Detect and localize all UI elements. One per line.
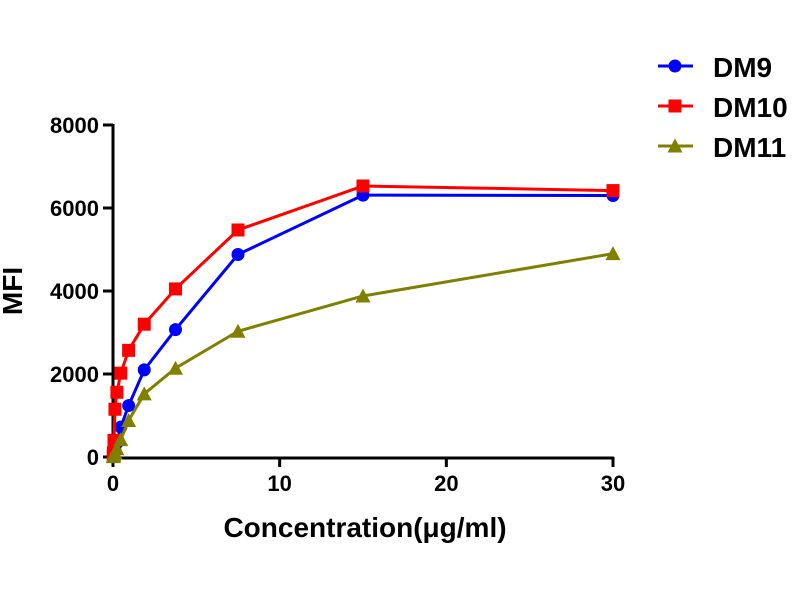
data-point (114, 366, 128, 380)
data-point (121, 412, 137, 427)
y-tick-label: 6000 (50, 196, 99, 221)
axes: 0 10 20 30 0 2000 4000 6000 8000 (50, 113, 625, 496)
data-point (122, 399, 136, 413)
series-line (111, 252, 614, 458)
x-tick-label: 10 (267, 471, 291, 496)
legend: DM9 DM10 DM11 (658, 52, 788, 163)
legend-marker-icon (667, 138, 683, 153)
data-point (168, 360, 183, 375)
y-tick-label: 0 (87, 445, 99, 470)
legend-label: DM9 (713, 52, 772, 83)
series-dm11 (105, 246, 621, 464)
series-line (111, 193, 614, 457)
data-point (137, 317, 151, 331)
legend-entry-dm10: DM10 (658, 92, 788, 123)
x-axis-label: Concentration(μg/ml) (223, 512, 506, 543)
x-tick-label: 20 (434, 471, 458, 496)
data-point (110, 385, 124, 399)
data-point (231, 247, 245, 261)
y-tick-label: 8000 (50, 113, 99, 138)
legend-entry-dm11: DM11 (658, 132, 786, 163)
data-point (169, 323, 182, 337)
x-tick-label: 30 (601, 471, 625, 496)
legend-marker-icon (668, 99, 682, 113)
data-point (169, 282, 182, 296)
series-group (105, 179, 621, 464)
data-point (230, 323, 246, 338)
legend-marker-icon (668, 59, 682, 73)
data-point (137, 363, 151, 377)
legend-label: DM10 (713, 92, 788, 123)
data-point (109, 441, 125, 456)
y-tick-label: 4000 (50, 279, 99, 304)
series-dm9 (106, 188, 620, 463)
data-point (122, 343, 136, 357)
series-line (111, 184, 614, 456)
data-point (108, 402, 122, 416)
data-point (136, 386, 152, 401)
x-tick-label: 0 (107, 471, 119, 496)
data-point (113, 432, 129, 447)
legend-label: DM11 (713, 132, 786, 163)
data-point (605, 246, 621, 261)
y-axis-label: MFI (0, 267, 28, 315)
data-point (606, 184, 620, 198)
data-point (355, 288, 371, 303)
y-tick-label: 2000 (50, 362, 99, 387)
data-point (356, 179, 370, 193)
data-point (231, 223, 245, 237)
legend-entry-dm9: DM9 (658, 52, 772, 83)
